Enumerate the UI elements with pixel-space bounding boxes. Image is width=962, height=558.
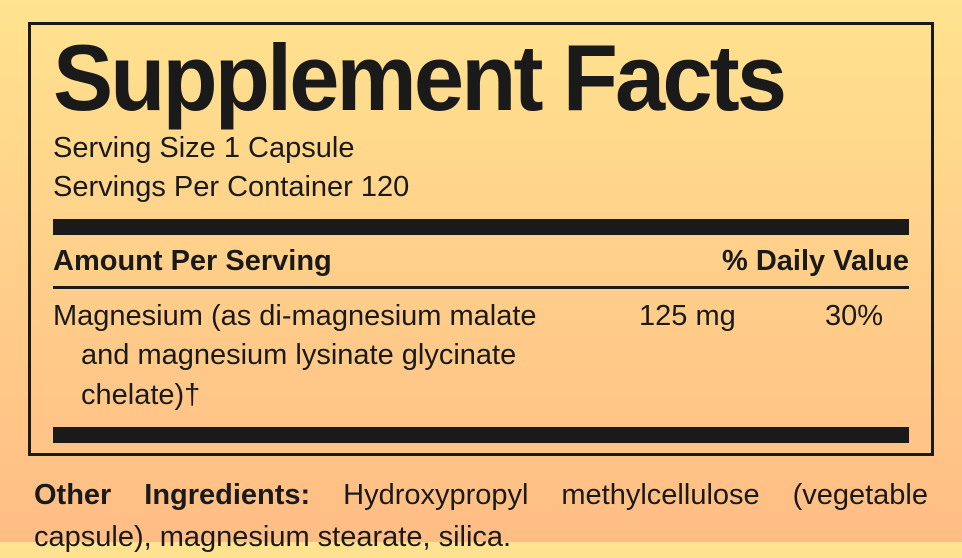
ingredient-name-line2: and magnesium lysinate glycinate chelate…	[53, 336, 629, 414]
ingredient-name-line1: Magnesium (as di-magnesium malate	[53, 300, 537, 332]
serving-info: Serving Size 1 Capsule Servings Per Cont…	[53, 125, 909, 219]
ingredient-dv: 30%	[799, 297, 909, 414]
table-header: Amount Per Serving % Daily Value	[53, 235, 909, 286]
rule-thick-top	[53, 219, 909, 235]
servings-per-container: Servings Per Container 120	[53, 168, 909, 207]
ingredient-name: Magnesium (as di-magnesium malate and ma…	[53, 297, 639, 414]
serving-size: Serving Size 1 Capsule	[53, 129, 909, 168]
table-row: Magnesium (as di-magnesium malate and ma…	[53, 289, 909, 426]
panel-title: Supplement Facts	[53, 25, 875, 125]
other-ingredients: Other Ingredients: Hydroxypropyl methylc…	[28, 456, 934, 558]
other-ingredients-label: Other Ingredients:	[34, 479, 310, 511]
header-daily-value: % Daily Value	[722, 245, 909, 278]
rule-thick-bottom	[53, 427, 909, 443]
header-amount-per-serving: Amount Per Serving	[53, 245, 722, 278]
ingredient-amount: 125 mg	[639, 297, 799, 414]
supplement-facts-panel: Supplement Facts Serving Size 1 Capsule …	[28, 22, 934, 456]
